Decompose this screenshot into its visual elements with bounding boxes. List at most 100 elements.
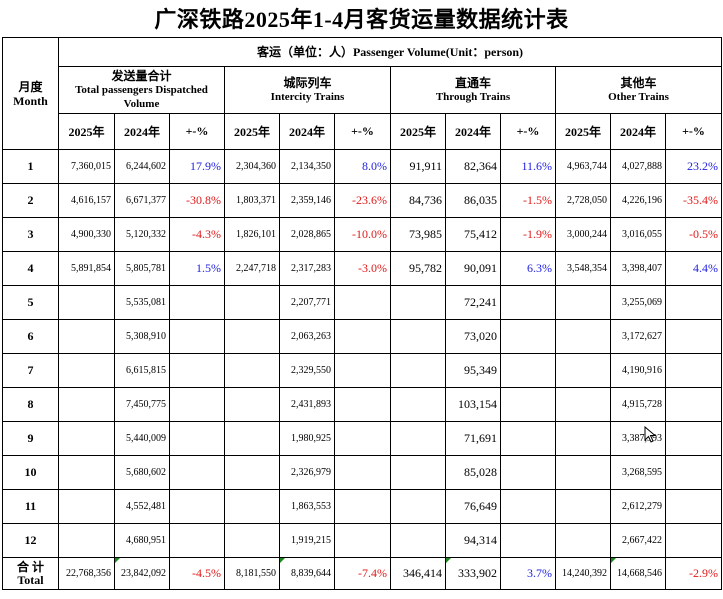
change-cell: [500, 285, 556, 320]
value-2024-cell: 5,308,910: [114, 319, 170, 354]
change-cell: [665, 523, 722, 558]
value-2025-cell: [58, 523, 115, 558]
change-cell: [500, 353, 556, 388]
value-2024-cell: 2,359,146: [279, 183, 335, 218]
value-2025-cell: [224, 319, 280, 354]
change-cell: [334, 285, 391, 320]
passenger-volume-table: 月度 Month 客运（单位：人）Passenger Volume(Unit：p…: [2, 37, 722, 590]
change-cell: [500, 421, 556, 456]
value-2024-cell: 3,268,595: [610, 455, 666, 490]
section-header: 客运（单位：人）Passenger Volume(Unit：person): [58, 37, 722, 67]
value-2025-cell: [555, 421, 611, 456]
change-cell: [334, 455, 391, 490]
value-2024-cell: 4,226,196: [610, 183, 666, 218]
value-2025-cell: [390, 285, 446, 320]
value-2025-cell: [555, 489, 611, 524]
group-header-zh: 城际列车: [283, 76, 332, 90]
month-cell: 4: [2, 251, 59, 286]
value-2025-cell: [224, 353, 280, 388]
change-cell: [500, 489, 556, 524]
change-cell: [169, 319, 225, 354]
value-2024-cell: 4,190,916: [610, 353, 666, 388]
table-row: 9 5,440,009 1,980,925 71,691 3,387,393: [2, 421, 722, 456]
change-cell: -30.8%: [169, 183, 225, 218]
group-header: 其他车 Other Trains: [555, 66, 722, 114]
value-2025-cell: [58, 285, 115, 320]
table-row: 2 4,616,157 6,671,377 -30.8% 1,803,371 2,359,…: [2, 183, 722, 218]
value-2024-cell: 4,915,728: [610, 387, 666, 422]
value-2025-cell: 4,963,744: [555, 149, 611, 184]
table-row: 11 4,552,481 1,863,553 76,649 2,612,279: [2, 489, 722, 524]
value-2024-cell: 76,649: [445, 489, 501, 524]
value-2025-cell: 2,728,050: [555, 183, 611, 218]
value-2025-cell: [555, 455, 611, 490]
value-2024-cell: 2,134,350: [279, 149, 335, 184]
value-2025-cell: [390, 353, 446, 388]
value-2025-cell: 4,900,330: [58, 217, 115, 252]
value-2025-cell: [390, 421, 446, 456]
value-2024-cell: 90,091: [445, 251, 501, 286]
value-2024-cell: 94,314: [445, 523, 501, 558]
value-2024-cell: 103,154: [445, 387, 501, 422]
change-cell: 6.3%: [500, 251, 556, 286]
value-2025-cell: [224, 421, 280, 456]
change-cell: [334, 421, 391, 456]
month-cell: 3: [2, 217, 59, 252]
value-2025-cell: 1,803,371: [224, 183, 280, 218]
group-header-zh: 其他车: [620, 76, 657, 90]
month-cell: 8: [2, 387, 59, 422]
change-cell: -0.5%: [665, 217, 722, 252]
month-cell: 9: [2, 421, 59, 456]
value-2024-cell: 95,349: [445, 353, 501, 388]
total-change-cell: -2.9%: [665, 557, 722, 590]
value-2024-cell: 75,412: [445, 217, 501, 252]
column-header: +-%: [334, 113, 391, 150]
change-cell: [334, 319, 391, 354]
value-2024-cell: 3,016,055: [610, 217, 666, 252]
value-2024-cell: 5,440,009: [114, 421, 170, 456]
change-cell: -4.3%: [169, 217, 225, 252]
page-title: 广深铁路2025年1-4月客货运量数据统计表: [154, 7, 569, 32]
value-2024-cell: 6,671,377: [114, 183, 170, 218]
value-2024-cell: 1,980,925: [279, 421, 335, 456]
value-2025-cell: [390, 523, 446, 558]
total-2025-cell: 22,768,356: [58, 557, 115, 590]
value-2025-cell: 73,985: [390, 217, 446, 252]
total-row: 合 计 Total 22,768,356 23,842,092 -4.5% 8,181,5…: [2, 557, 722, 590]
month-cell: 5: [2, 285, 59, 320]
value-2025-cell: [390, 319, 446, 354]
change-cell: 4.4%: [665, 251, 722, 286]
change-cell: 17.9%: [169, 149, 225, 184]
value-2024-cell: 82,364: [445, 149, 501, 184]
value-2024-cell: 2,326,979: [279, 455, 335, 490]
change-cell: [169, 489, 225, 524]
value-2025-cell: [224, 489, 280, 524]
value-2025-cell: [555, 523, 611, 558]
value-2024-cell: 4,552,481: [114, 489, 170, 524]
value-2025-cell: [555, 319, 611, 354]
value-2025-cell: 3,000,244: [555, 217, 611, 252]
value-2024-cell: 71,691: [445, 421, 501, 456]
value-2024-cell: 1,919,215: [279, 523, 335, 558]
change-cell: 8.0%: [334, 149, 391, 184]
change-cell: 23.2%: [665, 149, 722, 184]
change-cell: [500, 387, 556, 422]
month-cell: 6: [2, 319, 59, 354]
value-2025-cell: [555, 353, 611, 388]
value-2024-cell: 2,667,422: [610, 523, 666, 558]
value-2024-cell: 7,450,775: [114, 387, 170, 422]
group-header-zh: 直通车: [454, 76, 491, 90]
column-header: 2025年: [555, 113, 611, 150]
value-2024-cell: 3,255,069: [610, 285, 666, 320]
value-2024-cell: 6,244,602: [114, 149, 170, 184]
change-cell: [500, 455, 556, 490]
value-2024-cell: 3,398,407: [610, 251, 666, 286]
value-2025-cell: [58, 387, 115, 422]
value-2024-cell: 86,035: [445, 183, 501, 218]
total-change-cell: 3.7%: [500, 557, 556, 590]
value-2024-cell: 1,863,553: [279, 489, 335, 524]
change-cell: [665, 285, 722, 320]
value-2024-cell: 3,387,393: [610, 421, 666, 456]
group-header: 城际列车 Intercity Trains: [224, 66, 391, 114]
change-cell: [665, 353, 722, 388]
